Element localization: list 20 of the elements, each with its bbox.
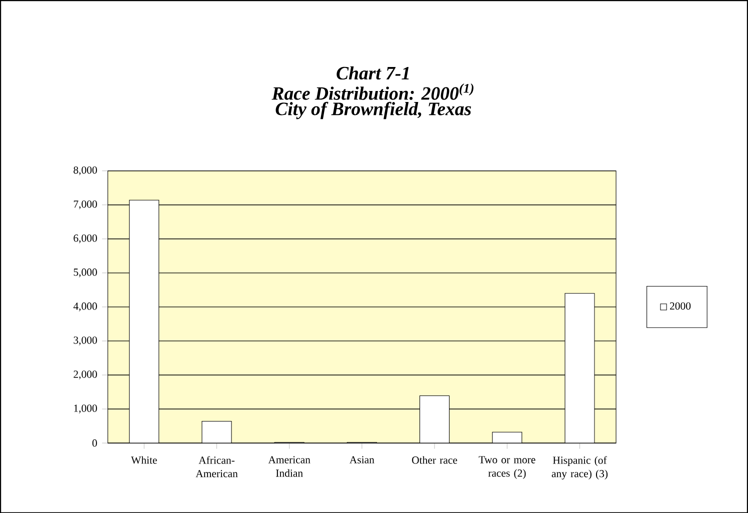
y-tick-label: 7,000 — [74, 200, 97, 210]
x-tick-label: Hispanic (of any race) (3) — [552, 456, 608, 480]
chart-title: Chart 7-1 — [336, 66, 409, 80]
y-tick-label: 1,000 — [74, 404, 97, 414]
y-tick-label: 2,000 — [74, 370, 97, 380]
x-tick-label: Other race — [412, 456, 458, 464]
x-tick-label: Asian — [350, 456, 374, 464]
x-tick-label: White — [131, 456, 157, 464]
y-tick-label: 6,000 — [74, 234, 97, 244]
chart-subtitle: Race Distribution: 2000$^{(1)}$ — [272, 83, 474, 100]
y-tick-label: 4,000 — [73, 302, 97, 312]
y-tick-label: 0 — [92, 439, 97, 447]
x-tick-label: African-American — [196, 456, 238, 478]
text: City of Brownfield, Texas — [276, 102, 472, 119]
x-tick-label: American Indian — [268, 456, 310, 477]
x-tick-label: Two or more races (2) — [478, 456, 536, 479]
legend-label: 2000 — [670, 302, 691, 310]
y-tick-label: 8,000 — [74, 166, 97, 176]
y-tick-label: 3,000 — [74, 336, 97, 346]
y-tick-label: 5,000 — [74, 268, 97, 278]
